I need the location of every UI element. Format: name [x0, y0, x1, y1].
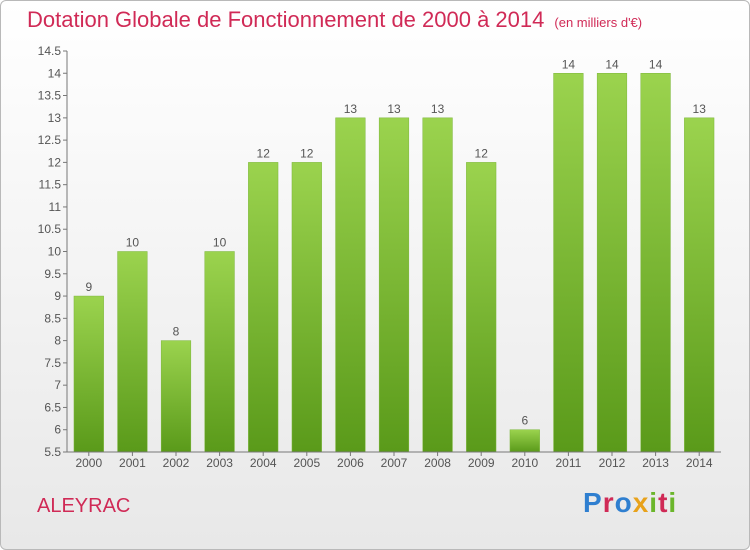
proxiti-logo[interactable]: Proxiti	[583, 487, 677, 519]
chart-subtitle: (en milliers d'€)	[554, 15, 643, 30]
y-tick-label: 9.5	[44, 267, 61, 281]
y-tick-label: 12	[48, 155, 62, 169]
y-axis: 5.5 6 6.5 7 7.5 8 8.5 9 9.5 10 10.5 11 11.5 12 12.5 13 1…	[38, 44, 68, 459]
y-tick-label: 11	[49, 200, 62, 214]
y-tick-label: 10.5	[38, 222, 62, 236]
bar-2005	[291, 162, 322, 453]
y-tick-label: 7	[54, 378, 61, 392]
bar-2010	[509, 429, 540, 453]
y-tick-label: 8	[54, 334, 61, 348]
x-tick-label: 2012	[599, 456, 626, 470]
y-tick-label: 13.5	[38, 89, 62, 103]
logo-letter: P	[583, 487, 603, 518]
bar-2013	[640, 73, 671, 453]
y-tick-label: 14	[48, 66, 62, 80]
logo-letter: t	[658, 487, 669, 518]
logo-letter: o	[614, 487, 633, 518]
x-tick-label: 2010	[511, 456, 538, 470]
y-tick-label: 14.5	[38, 44, 62, 58]
logo-letter: x	[632, 487, 650, 518]
bar-2007	[378, 117, 410, 453]
data-label: 12	[475, 146, 489, 160]
y-tick-label: 12.5	[38, 133, 62, 147]
bar-2008	[422, 117, 453, 453]
bars	[73, 73, 715, 453]
y-tick-label: 6	[54, 423, 61, 437]
data-label: 14	[649, 57, 663, 71]
data-label: 6	[521, 414, 528, 428]
bar-2006	[335, 117, 366, 453]
data-label: 14	[562, 57, 576, 71]
data-label: 8	[173, 325, 180, 339]
data-label: 10	[213, 236, 227, 250]
logo-letter: i	[649, 487, 659, 518]
data-labels: 9 10 8 10 12 12 13 13 13 12 6 14 14 14 13	[85, 57, 706, 427]
x-tick-label: 2000	[75, 456, 102, 470]
x-tick-label: 2011	[555, 456, 581, 470]
x-axis: 2000 2001 2002 2003 2004 2005 2006 2007 2008 2009…	[67, 451, 721, 470]
x-tick-label: 2009	[468, 456, 495, 470]
x-tick-label: 2008	[424, 456, 451, 470]
x-tick-label: 2004	[250, 456, 277, 470]
bar-2003	[204, 251, 235, 453]
bar-2011	[553, 73, 584, 453]
x-tick-label: 2005	[293, 456, 320, 470]
y-tick-label: 13	[48, 111, 62, 125]
data-label: 14	[605, 57, 619, 71]
data-label: 13	[431, 102, 445, 116]
data-label: 12	[300, 146, 314, 160]
logo-letter: r	[602, 487, 615, 518]
data-label: 9	[85, 280, 92, 294]
x-tick-label: 2013	[642, 456, 669, 470]
bar-2001	[117, 251, 148, 453]
data-label: 13	[344, 102, 358, 116]
data-label: 12	[257, 146, 271, 160]
y-tick-label: 10	[48, 245, 62, 259]
bar-2002	[160, 340, 192, 453]
y-tick-label: 6.5	[44, 400, 61, 414]
y-tick-label: 7.5	[44, 356, 61, 370]
data-label: 10	[126, 236, 140, 250]
logo-letter: i	[668, 487, 678, 518]
bar-2000	[73, 295, 104, 453]
data-label: 13	[387, 102, 401, 116]
y-tick-label: 8.5	[44, 311, 61, 325]
bar-2004	[248, 162, 279, 453]
bar-2012	[596, 73, 628, 453]
chart-title-text: Dotation Globale de Fonctionnement de 20…	[27, 7, 545, 32]
x-tick-label: 2014	[686, 456, 713, 470]
x-tick-label: 2003	[206, 456, 233, 470]
y-tick-label: 11.5	[39, 178, 62, 192]
data-label: 13	[693, 102, 707, 116]
x-tick-label: 2007	[381, 456, 408, 470]
chart-title: Dotation Globale de Fonctionnement de 20…	[27, 7, 642, 33]
y-tick-label: 9	[54, 289, 61, 303]
bar-2009	[466, 162, 497, 453]
commune-name: ALEYRAC	[37, 495, 131, 517]
y-tick-label: 5.5	[44, 445, 61, 459]
x-tick-label: 2006	[337, 456, 364, 470]
x-tick-label: 2001	[119, 456, 146, 470]
bar-2014	[684, 117, 715, 453]
x-tick-label: 2002	[163, 456, 190, 470]
